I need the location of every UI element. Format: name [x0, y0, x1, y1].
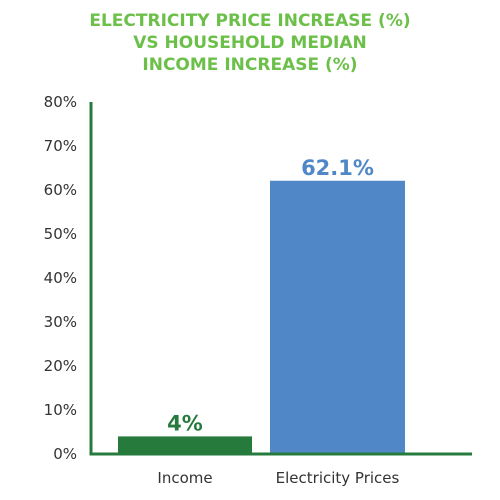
chart-title-line-3: INCOME INCREASE (%): [142, 55, 358, 75]
y-tick-label: 30%: [44, 313, 77, 331]
bar-electricity-prices: [270, 180, 405, 454]
y-tick-label: 20%: [44, 357, 77, 375]
chart-title: ELECTRICITY PRICE INCREASE (%) VS HOUSEH…: [0, 10, 500, 76]
data-label: 4%: [167, 411, 203, 435]
data-label: 62.1%: [301, 156, 374, 180]
bar-income: [118, 436, 252, 454]
y-tick-label: 80%: [44, 93, 77, 111]
y-tick-label: 50%: [44, 225, 77, 243]
chart-title-line-1: ELECTRICITY PRICE INCREASE (%): [89, 11, 411, 31]
y-tick-label: 0%: [53, 445, 77, 463]
y-tick-label: 40%: [44, 269, 77, 287]
y-tick-label: 60%: [44, 181, 77, 199]
y-tick-label: 10%: [44, 401, 77, 419]
x-category-label: Income: [157, 469, 212, 487]
x-category-label: Electricity Prices: [276, 469, 400, 487]
chart-title-line-2: VS HOUSEHOLD MEDIAN: [133, 33, 367, 53]
y-tick-label: 70%: [44, 137, 77, 155]
